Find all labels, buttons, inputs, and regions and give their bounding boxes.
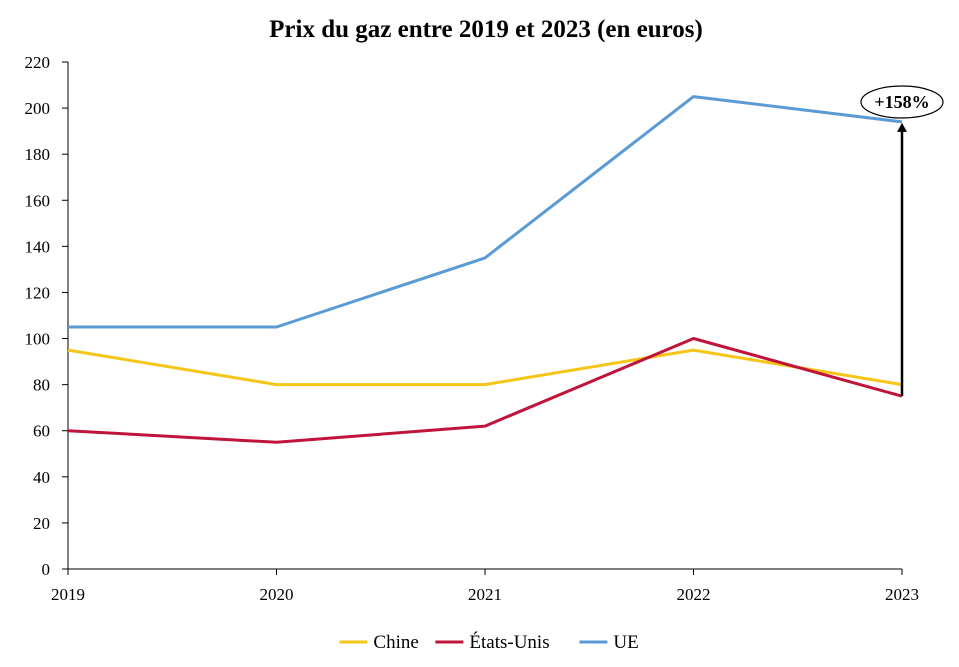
x-tick-label: 2023 bbox=[885, 585, 919, 604]
annotation-arrowhead bbox=[897, 122, 907, 132]
y-tick-label: 0 bbox=[42, 560, 51, 579]
annotation: +158% bbox=[860, 85, 944, 397]
y-tick-label: 100 bbox=[25, 330, 51, 349]
x-tick-label: 2022 bbox=[677, 585, 711, 604]
y-tick-label: 40 bbox=[33, 468, 50, 487]
legend-label: Chine bbox=[373, 632, 418, 653]
legend-label: UE bbox=[613, 632, 638, 653]
series-line bbox=[67, 348, 903, 387]
annotation-ellipse bbox=[860, 85, 944, 119]
y-tick-label: 160 bbox=[25, 191, 51, 210]
x-tick-label: 2019 bbox=[51, 585, 85, 604]
legend-label: États-Unis bbox=[469, 631, 549, 653]
x-tick-label: 2021 bbox=[468, 585, 502, 604]
series-line bbox=[68, 95, 903, 329]
y-tick-label: 20 bbox=[33, 514, 50, 533]
y-tick-label: 140 bbox=[25, 237, 51, 256]
annotation-label: +158% bbox=[874, 92, 929, 112]
y-tick-label: 220 bbox=[25, 53, 51, 72]
series-lines bbox=[67, 95, 903, 444]
series-line bbox=[67, 337, 903, 444]
y-tick-label: 80 bbox=[33, 376, 50, 395]
y-tick-label: 60 bbox=[33, 422, 50, 441]
legend: Chine États-Unis UE bbox=[339, 631, 639, 653]
y-tick-label: 200 bbox=[25, 99, 51, 118]
chart-title: Prix du gaz entre 2019 et 2023 (en euros… bbox=[269, 16, 703, 43]
axes: 0 20 40 60 80 100 120 140 160 180 200 220 2019 2020 20… bbox=[25, 53, 920, 604]
y-tick-label: 180 bbox=[25, 145, 51, 164]
x-tick-label: 2020 bbox=[260, 585, 294, 604]
y-tick-label: 120 bbox=[25, 283, 51, 302]
